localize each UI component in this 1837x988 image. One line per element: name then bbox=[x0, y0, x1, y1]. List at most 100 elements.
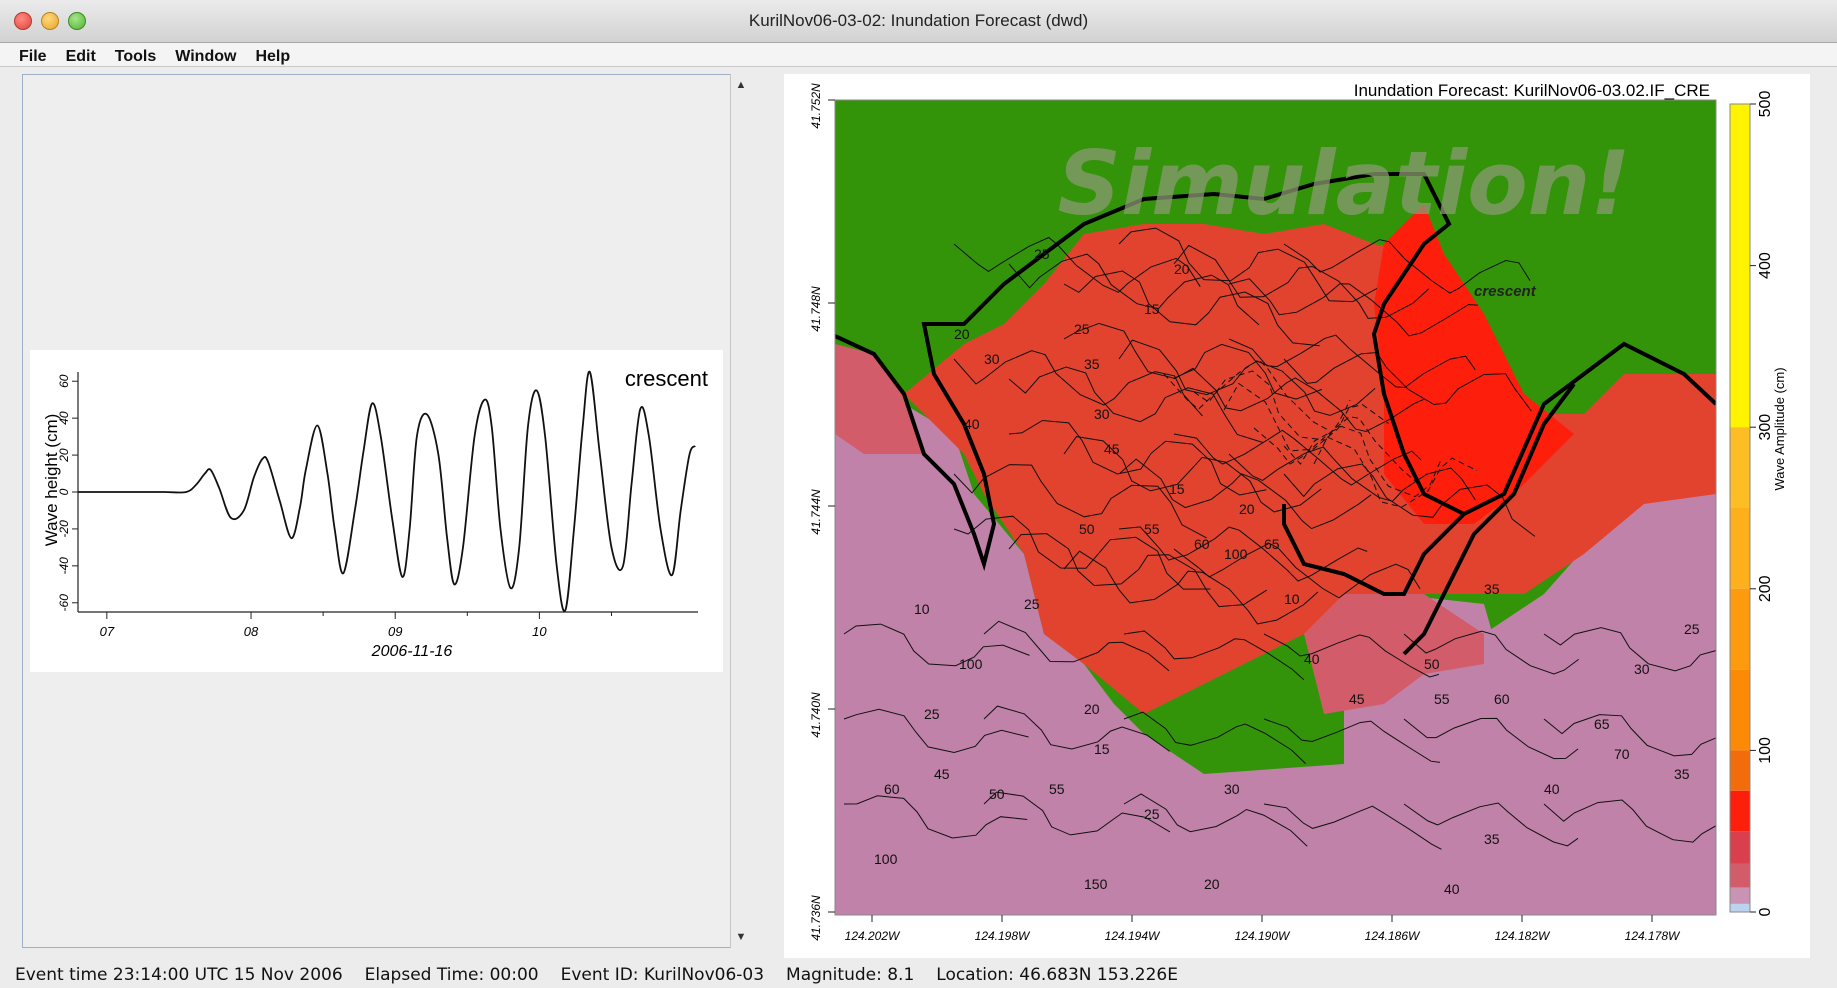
contour-label: 25 bbox=[1684, 621, 1700, 637]
scroll-up-arrow-icon[interactable]: ▲ bbox=[735, 79, 747, 91]
close-button[interactable] bbox=[14, 12, 32, 30]
contour-line bbox=[843, 708, 1029, 754]
title-bar: KurilNov06-03-02: Inundation Forecast (d… bbox=[0, 0, 1837, 43]
y-tick-label: -40 bbox=[57, 557, 71, 575]
x-tick-label: 10 bbox=[532, 624, 547, 639]
lon-label: 124.194W bbox=[1105, 929, 1161, 943]
timeseries-scrollbar[interactable]: ▲ ▼ bbox=[730, 74, 751, 948]
contour-label: 55 bbox=[1049, 781, 1065, 797]
contour-label: 60 bbox=[884, 781, 900, 797]
contour-line bbox=[1118, 526, 1368, 582]
contour-label: 40 bbox=[1304, 651, 1320, 667]
dashed-contour-line bbox=[1313, 436, 1478, 508]
x-tick-label: 08 bbox=[244, 624, 259, 639]
contour-line bbox=[1008, 253, 1260, 326]
lon-label: 124.186W bbox=[1365, 929, 1421, 943]
lon-label: 124.198W bbox=[975, 929, 1031, 943]
colorbar-tick-label: 300 bbox=[1757, 414, 1774, 441]
y-axis-label: Wave height (cm) bbox=[42, 414, 61, 547]
colorbar-band bbox=[1730, 104, 1750, 428]
contour-line bbox=[1173, 367, 1425, 433]
status-bar: Event time 23:14:00 UTC 15 Nov 2006 Elap… bbox=[0, 958, 1837, 988]
menu-edit[interactable]: Edit bbox=[65, 48, 96, 65]
y-tick-label: -60 bbox=[57, 594, 71, 612]
x-tick-label: 09 bbox=[388, 624, 402, 639]
contour-label: 25 bbox=[1074, 321, 1090, 337]
contour-label: 20 bbox=[1174, 261, 1190, 277]
contour-line bbox=[1403, 717, 1579, 760]
contour-line bbox=[1283, 463, 1536, 537]
colorbar: 500 400 300 200 100 0 bbox=[1729, 91, 1774, 916]
contour-label: 25 bbox=[1034, 246, 1050, 262]
dashed-contour-line bbox=[1163, 359, 1329, 431]
lat-label: 41.736N bbox=[809, 895, 823, 941]
contour-line bbox=[1403, 630, 1579, 675]
contour-line bbox=[983, 705, 1170, 752]
menu-help[interactable]: Help bbox=[255, 48, 291, 65]
contour-label: 55 bbox=[1144, 521, 1160, 537]
contour-label: 20 bbox=[1239, 501, 1255, 517]
contour-line bbox=[1173, 429, 1422, 486]
contour-line bbox=[1123, 711, 1306, 764]
y-tick-label: 0 bbox=[57, 488, 71, 495]
station-name: crescent bbox=[625, 366, 708, 391]
zoom-button[interactable] bbox=[68, 12, 86, 30]
contour-line bbox=[953, 515, 1211, 590]
contour-label: 10 bbox=[914, 601, 930, 617]
lon-label: 124.182W bbox=[1495, 929, 1551, 943]
colorbar-band bbox=[1730, 669, 1750, 751]
contour-label: 100 bbox=[874, 851, 898, 867]
contour-line bbox=[1543, 627, 1716, 672]
colorbar-tick-label: 400 bbox=[1757, 252, 1774, 279]
lon-label: 124.190W bbox=[1235, 929, 1291, 943]
contour-line bbox=[1283, 239, 1531, 294]
contour-line bbox=[983, 620, 1170, 672]
contour-line bbox=[1543, 714, 1716, 757]
contour-label: 30 bbox=[1224, 781, 1240, 797]
status-event-time: Event time 23:14:00 UTC 15 Nov 2006 bbox=[15, 965, 343, 985]
lon-label: 124.178W bbox=[1625, 929, 1681, 943]
minimize-button[interactable] bbox=[41, 12, 59, 30]
lat-label: 41.752N bbox=[809, 83, 823, 129]
contour-label: 45 bbox=[1349, 691, 1365, 707]
contour-line bbox=[1063, 436, 1322, 513]
map-title: Inundation Forecast: KurilNov06-03.02.IF… bbox=[1354, 81, 1710, 100]
contour-line bbox=[1118, 458, 1372, 530]
shoreline-contour bbox=[835, 172, 1716, 656]
inundation-map-panel: Inundation Forecast: KurilNov06-03.02.IF… bbox=[784, 74, 1810, 958]
contour-line bbox=[1063, 270, 1320, 347]
contour-label: 100 bbox=[959, 656, 983, 672]
dashed-contour-line bbox=[1223, 382, 1389, 452]
contour-label: 40 bbox=[1444, 881, 1460, 897]
contour-line bbox=[1008, 419, 1267, 496]
contour-line bbox=[1173, 542, 1421, 599]
x-axis-label: 2006-11-16 bbox=[371, 643, 453, 660]
status-event-id: Event ID: KurilNov06-03 bbox=[560, 965, 765, 985]
lat-label: 41.748N bbox=[809, 286, 823, 332]
contour-line bbox=[953, 350, 1203, 417]
simulation-watermark: Simulation! bbox=[1058, 132, 1631, 235]
scroll-down-arrow-icon[interactable]: ▼ bbox=[735, 931, 747, 943]
contour-line bbox=[953, 236, 1201, 293]
contour-label: 150 bbox=[1084, 876, 1108, 892]
menu-window[interactable]: Window bbox=[175, 48, 237, 65]
contour-label: 15 bbox=[1169, 481, 1185, 497]
contour-label: 100 bbox=[1224, 546, 1248, 562]
flood-high-zone bbox=[1374, 204, 1574, 524]
menu-file[interactable]: File bbox=[19, 48, 47, 65]
colorbar-tick-label: 0 bbox=[1757, 907, 1774, 916]
colorbar-band bbox=[1730, 508, 1750, 589]
flood-mid-zone bbox=[904, 224, 1716, 714]
window-title: KurilNov06-03-02: Inundation Forecast (d… bbox=[748, 11, 1089, 30]
wave-height-series bbox=[78, 370, 696, 613]
colorbar-tick-label: 100 bbox=[1757, 737, 1774, 764]
contour-label: 50 bbox=[1079, 521, 1095, 537]
colorbar-band bbox=[1730, 887, 1750, 904]
colorbar-band bbox=[1730, 427, 1750, 508]
contour-label: 50 bbox=[989, 786, 1005, 802]
sea-area bbox=[835, 394, 1716, 915]
contour-label: 20 bbox=[954, 326, 970, 342]
menu-tools[interactable]: Tools bbox=[114, 48, 157, 65]
station-marker-label: crescent bbox=[1474, 283, 1537, 300]
contour-line bbox=[1063, 322, 1323, 400]
